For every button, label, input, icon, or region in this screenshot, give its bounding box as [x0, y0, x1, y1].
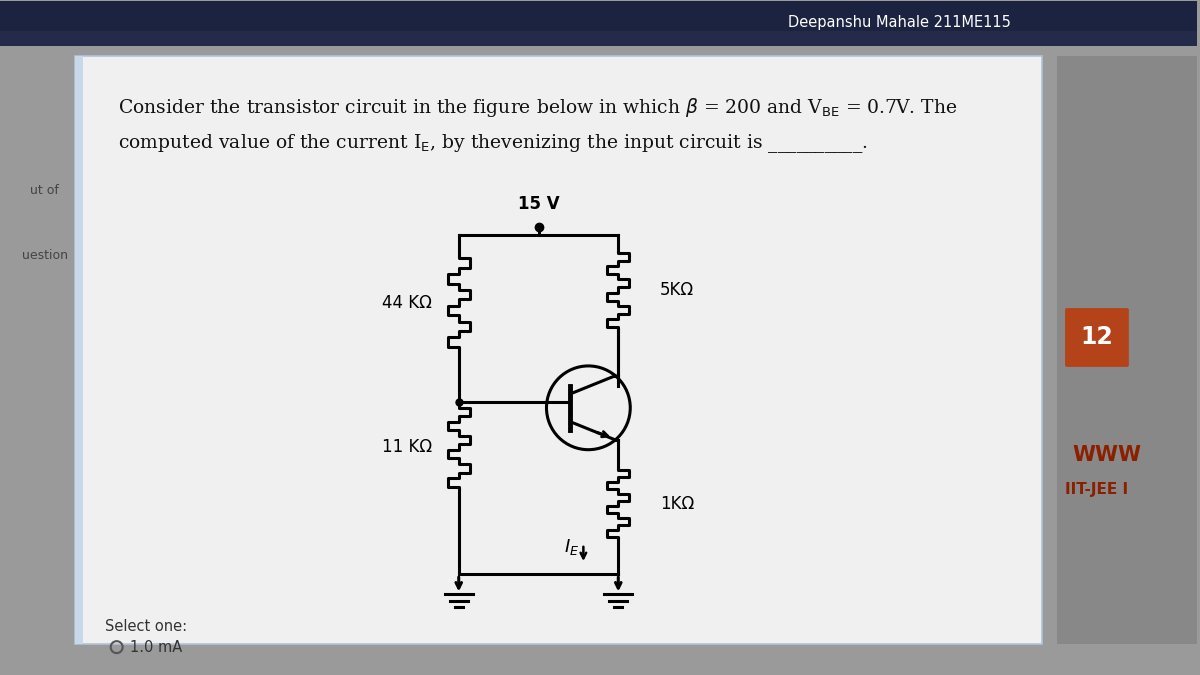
Text: IIT-JEE I: IIT-JEE I — [1066, 482, 1128, 497]
FancyBboxPatch shape — [1066, 308, 1129, 367]
Text: Deepanshu Mahale 211ME115: Deepanshu Mahale 211ME115 — [788, 16, 1010, 30]
Text: Consider the transistor circuit in the figure below in which $\beta$ = 200 and V: Consider the transistor circuit in the f… — [118, 96, 958, 119]
Text: I$_E$: I$_E$ — [564, 537, 580, 557]
Text: WWW: WWW — [1072, 445, 1141, 464]
FancyBboxPatch shape — [74, 56, 1042, 644]
Text: 12: 12 — [1080, 325, 1114, 349]
Text: 5KΩ: 5KΩ — [660, 281, 695, 299]
Text: 1.0 mA: 1.0 mA — [130, 640, 182, 655]
Text: 1KΩ: 1KΩ — [660, 495, 695, 512]
Text: Select one:: Select one: — [104, 619, 187, 634]
FancyBboxPatch shape — [0, 31, 1196, 46]
FancyBboxPatch shape — [1057, 56, 1196, 644]
FancyBboxPatch shape — [74, 56, 83, 644]
Text: 15 V: 15 V — [517, 195, 559, 213]
Text: ut of: ut of — [30, 184, 59, 197]
Text: uestion: uestion — [22, 248, 68, 262]
FancyBboxPatch shape — [0, 1, 1196, 46]
Text: computed value of the current I$_{\rm E}$, by thevenizing the input circuit is _: computed value of the current I$_{\rm E}… — [118, 132, 868, 155]
Text: 11 KΩ: 11 KΩ — [382, 438, 432, 456]
Text: 44 KΩ: 44 KΩ — [382, 294, 432, 312]
